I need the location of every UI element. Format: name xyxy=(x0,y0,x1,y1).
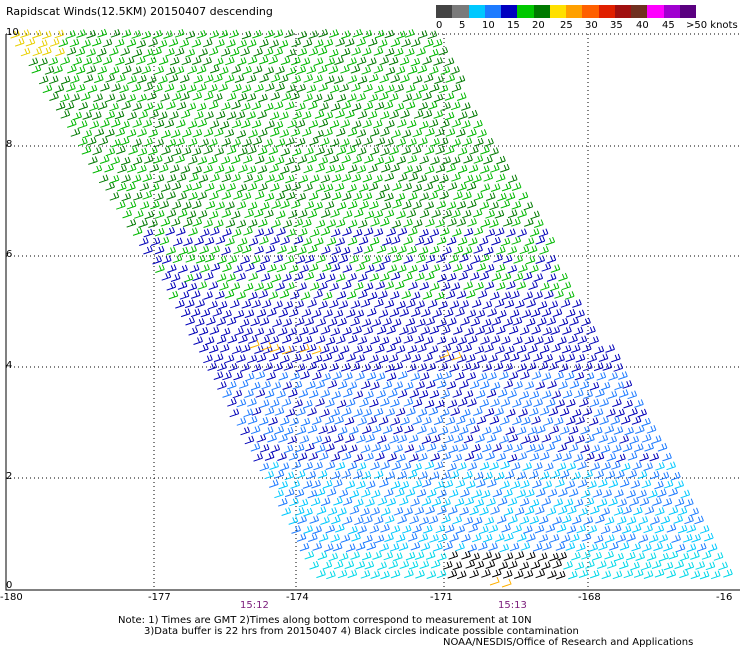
lat-label: 8 xyxy=(6,139,13,150)
colorbar-swatch xyxy=(501,5,518,18)
plot-frame xyxy=(5,34,740,591)
colorbar-label: 20 xyxy=(532,20,545,31)
wind-barb xyxy=(489,576,512,588)
wind-barb xyxy=(439,349,462,361)
colorbar-label: 45 xyxy=(662,20,675,31)
colorbar-label: 40 xyxy=(636,20,649,31)
lon-label: -177 xyxy=(148,592,171,603)
colorbar-swatch xyxy=(614,5,631,18)
lat-label: 6 xyxy=(6,249,13,260)
colorbar-swatch xyxy=(679,5,696,18)
pass-time: 15:12 xyxy=(240,600,269,611)
colorbar-swatch xyxy=(484,5,501,18)
wind-barb-group xyxy=(222,370,707,553)
lat-label: 2 xyxy=(6,471,13,482)
colorbar-label: 35 xyxy=(610,20,623,31)
map-title: Rapidscat Winds(12.5KM) 20150407 descend… xyxy=(6,5,273,18)
wind-speed-colorbar xyxy=(436,5,696,18)
colorbar-swatch xyxy=(582,5,599,18)
wind-barb xyxy=(299,343,322,355)
colorbar-swatch xyxy=(663,5,680,18)
lat-label: 4 xyxy=(6,360,13,371)
wind-barbs xyxy=(10,28,733,588)
colorbar-label: 15 xyxy=(507,20,520,31)
footnote-line: Note: 1) Times are GMT 2)Times along bot… xyxy=(118,615,532,626)
colorbar-label: 5 xyxy=(459,20,466,31)
colorbar-label: 0 xyxy=(436,20,443,31)
lat-label: 10 xyxy=(6,27,19,38)
lon-label: -171 xyxy=(430,592,453,603)
wind-barb-group xyxy=(28,28,540,229)
wind-barb-group xyxy=(139,226,660,463)
colorbar-swatch xyxy=(647,5,664,18)
colorbar-labels: 0 5 10 15 20 25 30 35 40 45 >50 knots xyxy=(430,20,740,34)
colorbar-swatch xyxy=(549,5,566,18)
wind-barb-group xyxy=(10,29,65,57)
colorbar-label: >50 knots xyxy=(686,20,738,31)
lon-label: -180 xyxy=(0,592,23,603)
colorbar-swatch xyxy=(631,5,648,18)
wind-barb xyxy=(249,339,272,351)
colorbar-swatch xyxy=(436,5,453,18)
wind-barb-group xyxy=(442,550,567,580)
pass-time: 15:13 xyxy=(498,600,527,611)
colorbar-label: 25 xyxy=(560,20,573,31)
colorbar-swatch xyxy=(517,5,534,18)
colorbar-swatch xyxy=(566,5,583,18)
lat-label: 0 xyxy=(6,580,13,591)
colorbar-label: 10 xyxy=(482,20,495,31)
colorbar-swatch xyxy=(533,5,550,18)
colorbar-swatch xyxy=(598,5,615,18)
footnote-line: NOAA/NESDIS/Office of Research and Appli… xyxy=(443,637,694,648)
lon-label: -168 xyxy=(578,592,601,603)
lon-label: -16 xyxy=(716,592,733,603)
lon-label: -174 xyxy=(286,592,309,603)
wind-barb-group xyxy=(264,460,718,553)
footnotes: Note: 1) Times are GMT 2)Times along bot… xyxy=(118,615,693,648)
footnote-line: 3)Data buffer is 22 hrs from 20150407 4)… xyxy=(144,626,579,637)
wind-barb-group xyxy=(304,550,733,580)
colorbar-swatch xyxy=(452,5,469,18)
wind-barb-group xyxy=(31,28,575,301)
colorbar-label: 30 xyxy=(585,20,598,31)
colorbar-swatch xyxy=(468,5,485,18)
wind-barb xyxy=(269,343,292,355)
